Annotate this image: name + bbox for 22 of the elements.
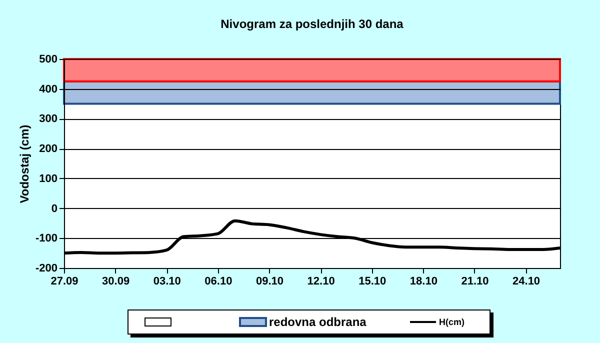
y-tick-label: 200 [39, 143, 58, 156]
x-tick-label: 18.10 [410, 276, 438, 288]
y-tick-label: 100 [39, 172, 58, 185]
x-tick-label: 03.10 [153, 276, 181, 288]
x-tick-label: 21.10 [461, 276, 489, 288]
y-tick-label: 500 [39, 54, 58, 66]
legend-label: redovna odbrana [269, 315, 367, 329]
x-tick-label: 30.09 [102, 276, 130, 288]
x-tick-label: 06.10 [204, 276, 232, 288]
x-tick-label: 27.09 [50, 276, 78, 288]
x-tick-label: 12.10 [307, 276, 335, 288]
x-tick-label: 24.10 [512, 276, 540, 288]
chart-title: Nivogram za poslednjih 30 dana [220, 17, 404, 31]
x-tick-label: 09.10 [256, 276, 284, 288]
x-tick-label: 15.10 [358, 276, 386, 288]
y-tick-label: 0 [51, 202, 58, 215]
y-axis-title: Vodostaj (cm) [17, 124, 32, 204]
y-tick-label: -200 [35, 262, 58, 274]
legend-label: H(cm) [439, 317, 465, 327]
y-tick-label: 400 [39, 83, 58, 96]
y-tick-label: -100 [35, 232, 58, 245]
y-tick-label: 300 [39, 113, 58, 126]
